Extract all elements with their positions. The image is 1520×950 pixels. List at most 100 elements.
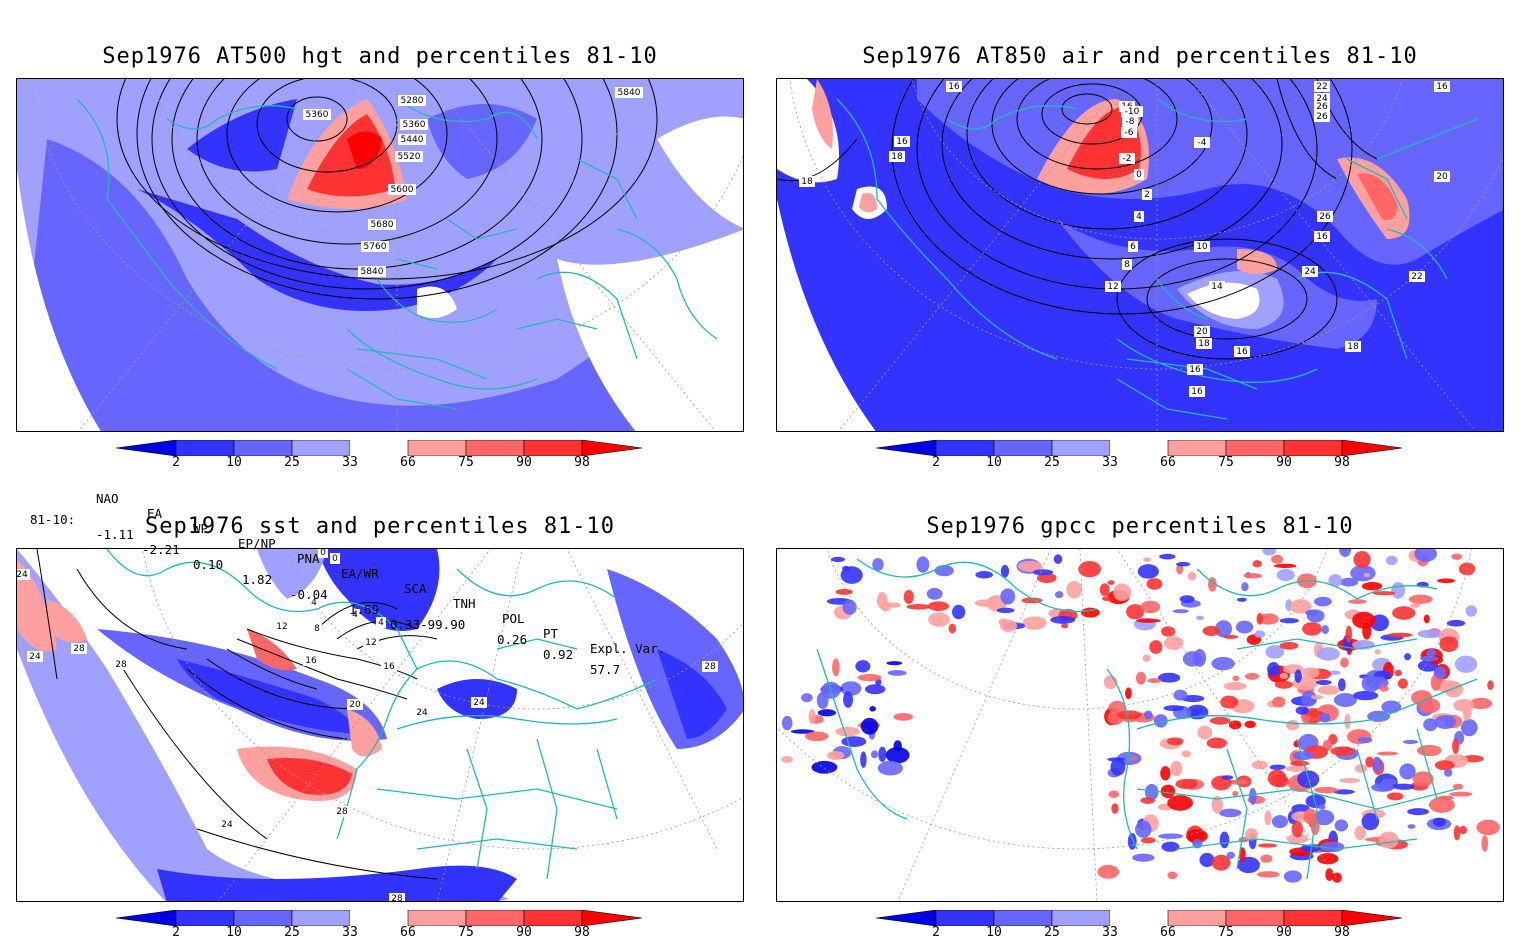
colorbar-swatch [1051,439,1111,457]
precip-anomaly-patch [840,681,862,696]
colorbar-label: 2 [172,925,180,940]
precip-anomaly-patch [1328,670,1341,675]
contour-label: 24 [17,570,28,580]
index-value: 1.69 [349,602,380,617]
precip-anomaly-patch [1452,783,1464,790]
colorbar-label: 25 [284,925,300,940]
precip-anomaly-patch [1172,609,1189,614]
contour-label: 26 [1316,112,1328,122]
precip-anomaly-patch [1137,564,1159,579]
contour-label: 26 [1316,102,1328,112]
precip-anomaly-patch [1283,870,1302,883]
precip-anomaly-patch [1232,675,1240,682]
map-gpcc [777,549,1500,901]
colorbar-arrow-high [1341,909,1403,927]
precip-anomaly-patch [1228,720,1242,730]
index-value: 57.7 [590,662,621,677]
colorbar-swatch [1167,909,1227,927]
precip-anomaly-patch [1158,833,1184,839]
precip-anomaly-patch [1397,678,1409,689]
colorbar-swatch [407,909,467,927]
colorbar-label: 75 [1218,925,1234,940]
precip-anomaly-patch [1135,820,1152,838]
precip-anomaly-patch [1061,623,1069,629]
precip-anomaly-patch [1108,790,1120,799]
contour-label: 28 [73,644,85,654]
colorbar-label: 98 [574,925,590,940]
precip-anomaly-patch [1078,561,1101,578]
contour-label-bg [398,95,426,106]
precip-anomaly-patch [1135,671,1146,685]
colorbar-label: 2 [932,455,940,470]
colorbar-swatch [233,439,293,457]
precip-anomaly-patch [1066,580,1083,599]
precip-anomaly-patch [1017,560,1043,572]
contour-label-bg [414,707,430,718]
contour-label-bg [1194,241,1210,252]
precip-anomaly-patch [1407,808,1429,816]
precip-anomaly-patch [1262,549,1277,556]
precip-anomaly-patch [1179,595,1195,604]
precip-anomaly-patch [1272,696,1286,708]
precip-anomaly-patch [1301,667,1320,678]
index-value: 0.26 [497,632,528,647]
contour-label-bg [400,119,428,130]
contour-label-bg [17,569,30,580]
contour-label: 4 [352,610,358,620]
contour-label-bg [309,597,319,608]
index-row-label: 81-10: [30,512,76,527]
precip-anomaly-patch [1292,751,1315,761]
precip-anomaly-patch [1022,616,1047,630]
contour-label-bg [334,806,350,817]
contour-label: -8 [1126,117,1135,127]
colorbar-arrow-high [1341,439,1403,457]
precip-anomaly-patch [1414,549,1437,562]
colorbar-swatch [465,909,525,927]
colorbar-swatch [1225,439,1285,457]
colorbar-sst: 2 10 25 33 66 75 90 98 [115,909,646,950]
colorbar-label: 75 [458,925,474,940]
map-panel-hgt500: 5280 5360 5360 5440 5520 5600 5680 5760 5840 5840 [16,78,744,432]
precip-anomaly-patch [1451,553,1463,560]
precip-anomaly-patch [1260,854,1273,863]
precip-anomaly-patch [1223,681,1247,691]
contour-label-bg [1122,116,1138,127]
precip-anomaly-patch [1452,738,1459,755]
contour-label-bg [1314,101,1330,112]
colorbar-swatch [523,909,583,927]
contour-label: 20 [1436,172,1448,182]
precip-anomaly-patch [1170,760,1183,777]
contour-label: 24 [473,698,485,708]
panel-title-sst: Sep1976 sst and percentiles 81-10 [144,514,616,539]
contour-label-bg [303,655,319,666]
precip-anomaly-patch [1274,680,1293,689]
precip-anomaly-patch [1417,629,1444,639]
contour-label-bg [1142,189,1152,200]
precip-anomaly-patch [934,564,954,577]
colorbar-swatch [1110,440,1168,456]
contour-label-bg [1194,137,1210,148]
precip-anomaly-patch [832,658,840,677]
precip-anomaly-patch [1036,572,1057,583]
contour-label: 8 [314,624,320,634]
precip-anomaly-patch [1432,817,1446,827]
precip-anomaly-patch [1159,553,1176,560]
colorbar-label: 10 [226,455,242,470]
colorbar-label: 10 [986,455,1002,470]
contour-label-bg [1434,81,1450,92]
contour-label: 24 [416,708,428,718]
precip-anomaly-patch [1303,808,1318,825]
map-panel-sst: 24 24 28 28 0 0 4 4 4 8 12 12 16 16 20 24 24 28 28 24 28 [16,548,744,902]
precip-anomaly-patch [1339,549,1352,558]
precip-anomaly-patch [860,717,879,735]
contour-label: 5520 [398,152,421,162]
contour-label-bg [1209,281,1225,292]
precip-anomaly-patch [1318,712,1331,723]
precip-anomaly-patch [1269,764,1286,770]
precip-anomaly-patch [1241,582,1249,592]
contour-label-bg [1105,281,1121,292]
contour-label-bg [1196,338,1212,349]
index-header: Expl. Var. [590,641,666,656]
precip-anomaly-patch [1254,630,1266,638]
precip-anomaly-patch [1317,685,1340,695]
